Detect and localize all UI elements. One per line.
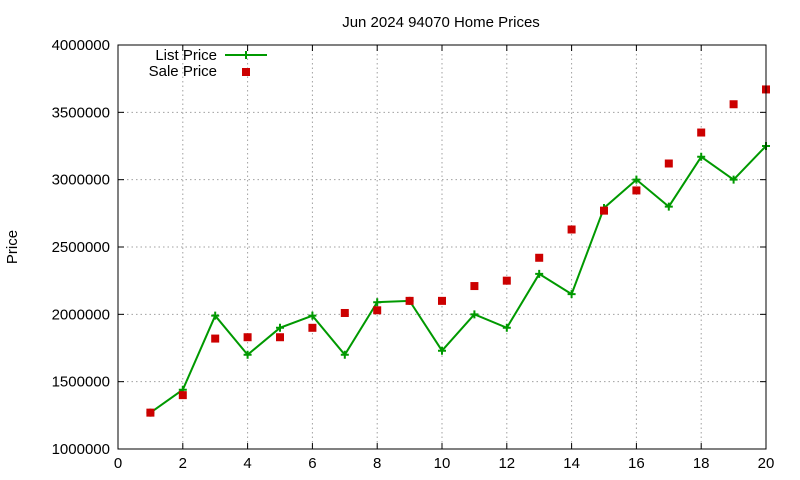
list-price-point <box>211 311 220 320</box>
list-price-point <box>632 175 641 184</box>
x-tick-label: 10 <box>434 455 451 472</box>
legend-label-sale-price: Sale Price <box>149 63 217 80</box>
x-tick-label: 16 <box>628 455 645 472</box>
sale-price-point <box>535 253 544 262</box>
list-price-point <box>438 346 446 355</box>
legend-marker-list-price <box>242 51 250 59</box>
sale-price-point <box>632 186 641 195</box>
x-tick-label: 0 <box>114 455 122 472</box>
list-price-point <box>243 350 252 359</box>
sale-price-point <box>600 206 608 215</box>
list-price-point <box>502 323 511 332</box>
sale-price-point <box>243 333 252 342</box>
sale-price-point <box>438 296 446 305</box>
y-tick-label: 3500000 <box>52 104 110 121</box>
sale-price-point <box>405 296 414 305</box>
sale-price-point <box>470 282 479 291</box>
sale-price-point <box>697 128 706 137</box>
x-tick-label: 20 <box>758 455 775 472</box>
x-tick-label: 6 <box>308 455 316 472</box>
y-tick-label: 1500000 <box>52 374 110 391</box>
sale-price-point <box>373 306 382 315</box>
sale-price-point <box>211 334 220 343</box>
plot-area-frame <box>117 44 767 450</box>
sale-price-point <box>146 408 155 417</box>
y-tick-label: 3000000 <box>52 172 110 189</box>
sale-price-point <box>664 159 673 168</box>
axis-ticks: 0 2 4 6 8 10 12 14 16 18 20 1000000 1500000 2000000 25… <box>52 37 775 472</box>
legend: List Price Sale Price <box>149 47 267 80</box>
y-axis-label: Price <box>4 230 21 264</box>
grid <box>118 45 766 449</box>
sale-price-point <box>567 225 576 234</box>
list-price-point <box>470 310 479 319</box>
data-series <box>146 85 770 417</box>
legend-label-list-price: List Price <box>155 47 217 64</box>
list-price-point <box>535 269 544 278</box>
series-line-list-price <box>149 145 767 414</box>
x-tick-label: 14 <box>563 455 580 472</box>
list-price-point <box>567 290 576 299</box>
x-tick-label: 18 <box>693 455 710 472</box>
sale-price-point <box>340 308 349 317</box>
list-price-point <box>697 152 706 161</box>
y-tick-label: 4000000 <box>52 37 110 54</box>
list-price-point <box>308 311 317 320</box>
sale-price-point <box>308 323 317 332</box>
x-tick-label: 2 <box>179 455 187 472</box>
sale-price-point <box>276 333 284 342</box>
x-tick-label: 4 <box>243 455 251 472</box>
list-price-point <box>729 175 738 184</box>
y-tick-label: 1000000 <box>52 441 110 458</box>
list-price-point <box>664 202 673 211</box>
y-tick-label: 2000000 <box>52 306 110 323</box>
list-price-point <box>373 298 382 307</box>
list-price-point <box>276 323 284 332</box>
x-tick-label: 8 <box>373 455 381 472</box>
sale-price-point <box>178 391 187 400</box>
sale-price-point <box>502 276 511 285</box>
chart-title: Jun 2024 94070 Home Prices <box>342 14 540 31</box>
x-tick-label: 12 <box>498 455 515 472</box>
legend-marker-sale-price <box>242 68 250 76</box>
list-price-point <box>340 350 349 359</box>
sale-price-point <box>729 100 738 109</box>
y-tick-label: 2500000 <box>52 239 110 256</box>
